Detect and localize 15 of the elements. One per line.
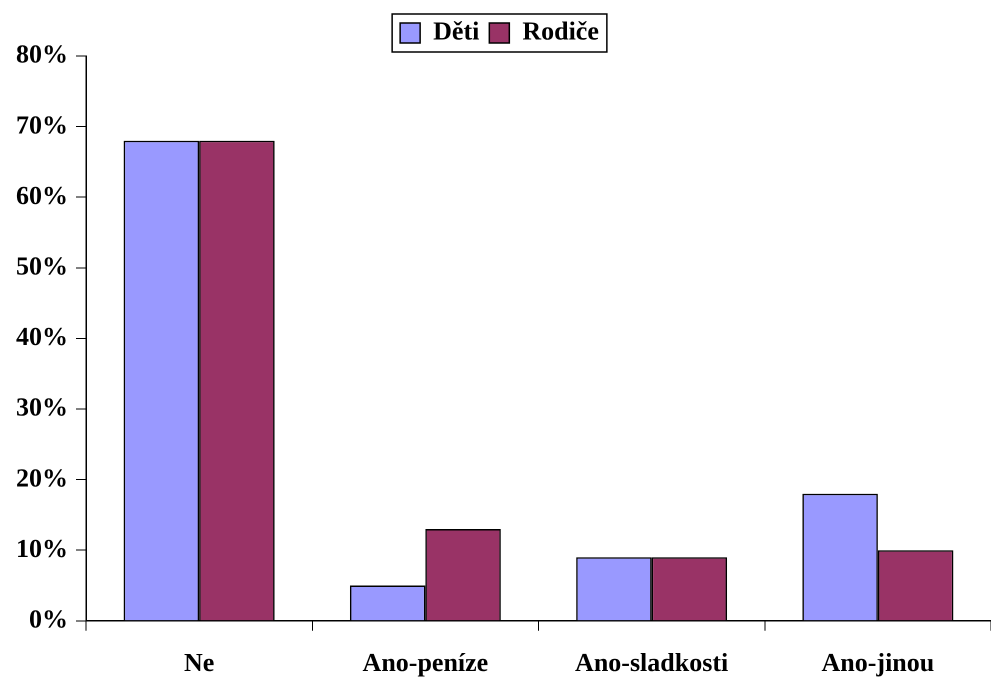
y-tick-label: 10% — [16, 534, 68, 563]
y-tick-label: 60% — [16, 180, 68, 210]
x-tick-label: Ano-sladkosti — [575, 648, 728, 678]
y-tick-label: 50% — [16, 252, 68, 281]
legend-label: Děti — [433, 16, 480, 46]
y-tick-label: 30% — [16, 392, 68, 422]
y-tick-label: 70% — [16, 110, 68, 140]
y-tick-label: 0% — [29, 604, 68, 634]
x-tick-label: Ano-jinou — [822, 648, 934, 678]
y-tick-label: 80% — [16, 40, 68, 69]
y-tick-label: 20% — [16, 463, 68, 492]
x-tick-label: Ano-peníze — [362, 648, 488, 678]
y-tick-label: 40% — [16, 322, 68, 352]
legend-label: Rodiče — [522, 16, 599, 46]
x-tick-label: Ne — [184, 648, 214, 678]
